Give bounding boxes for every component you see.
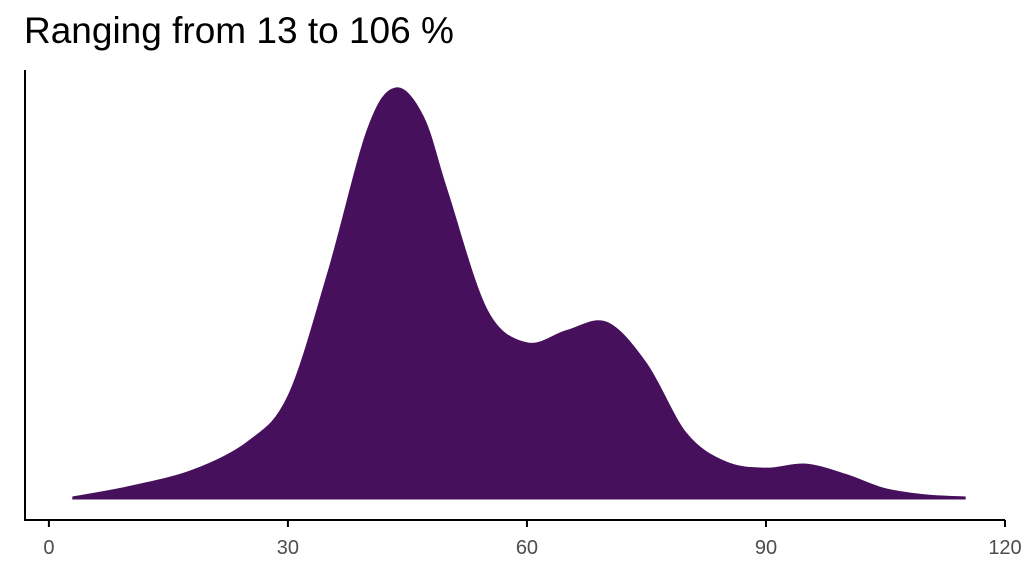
chart-title: Ranging from 13 to 106 %	[24, 10, 454, 51]
density-area	[72, 87, 966, 500]
x-tick-label: 0	[43, 537, 54, 559]
x-axis-ticks: 0 30 60 90 120	[43, 520, 1022, 559]
x-tick-label: 90	[755, 537, 777, 559]
x-tick-label: 60	[516, 537, 538, 559]
x-tick-label: 30	[277, 537, 299, 559]
x-tick-label: 120	[988, 537, 1021, 559]
density-layer	[72, 87, 966, 500]
